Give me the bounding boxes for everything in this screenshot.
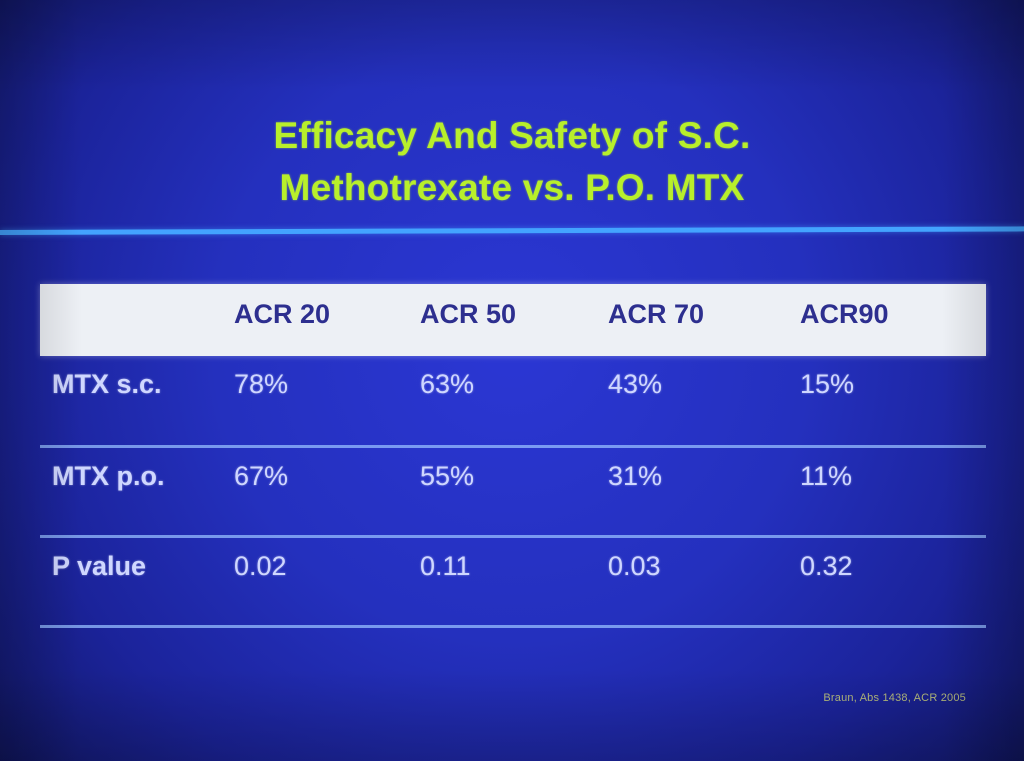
cell-mtx-sc-acr70: 43% — [608, 369, 663, 399]
table-header-row: ACR 20 ACR 50 ACR 70 ACR90 — [40, 284, 986, 356]
cell-p-value-acr90: 0.32 — [800, 551, 853, 581]
slide-title: Efficacy And Safety of S.C. Methotrexate… — [0, 110, 1024, 214]
citation-footer: Braun, Abs 1438, ACR 2005 — [823, 692, 966, 704]
table-row-mtx-po: MTX p.o. 67% 55% 31% 11% — [40, 448, 986, 538]
cell-p-value-acr70: 0.03 — [608, 551, 661, 581]
cell-mtx-sc-acr20: 78% — [234, 369, 289, 399]
header-acr20: ACR 20 — [234, 299, 331, 329]
cell-mtx-sc-acr50: 63% — [420, 369, 475, 399]
cell-p-value-acr20: 0.02 — [234, 551, 287, 581]
row-label-mtx-po: MTX p.o. — [52, 461, 165, 491]
title-line-1: Efficacy And Safety of S.C. — [273, 115, 751, 156]
cell-p-value-acr50: 0.11 — [420, 551, 471, 581]
table-row-p-value: P value 0.02 0.11 0.03 0.32 — [40, 538, 986, 628]
results-table: ACR 20 ACR 50 ACR 70 ACR90 MTX s.c. 78% … — [40, 284, 986, 628]
cell-mtx-po-acr90: 11% — [800, 461, 853, 491]
header-acr70: ACR 70 — [608, 299, 705, 329]
header-acr50: ACR 50 — [420, 299, 517, 329]
cell-mtx-po-acr50: 55% — [420, 461, 475, 491]
cell-mtx-sc-acr90: 15% — [800, 369, 855, 399]
title-divider — [0, 226, 1024, 235]
row-label-mtx-sc: MTX s.c. — [52, 369, 162, 399]
title-line-2: Methotrexate vs. P.O. MTX — [279, 167, 745, 208]
header-acr90: ACR90 — [800, 299, 889, 329]
table-row-mtx-sc: MTX s.c. 78% 63% 43% 15% — [40, 356, 986, 448]
cell-mtx-po-acr20: 67% — [234, 461, 289, 491]
cell-mtx-po-acr70: 31% — [608, 461, 663, 491]
row-label-p-value: P value — [52, 551, 147, 581]
